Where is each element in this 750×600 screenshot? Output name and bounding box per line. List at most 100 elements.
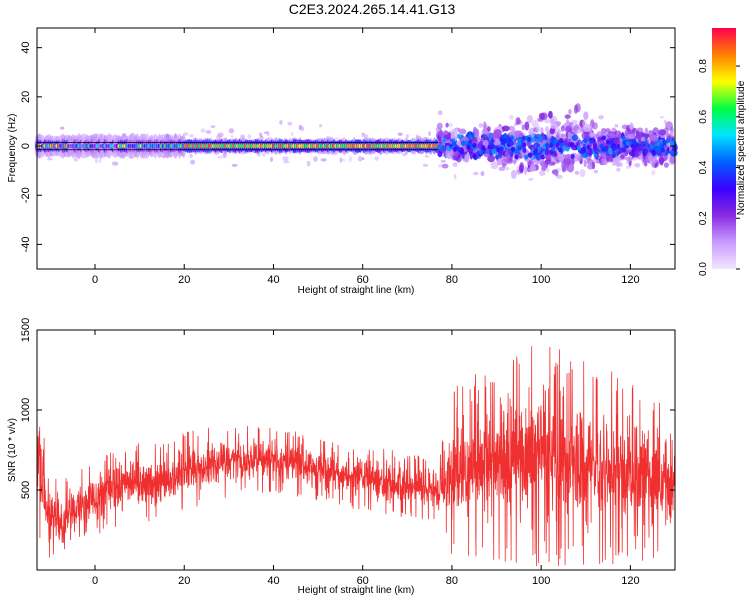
- heatmap-noise-peak: [496, 147, 501, 153]
- heatmap-noise-blob: [574, 170, 580, 175]
- heatmap-noise-peak: [457, 133, 462, 139]
- heatmap-noise-blob: [536, 125, 541, 132]
- heatmap-noise-peak: [522, 142, 527, 148]
- heatmap-noise-peak: [500, 138, 505, 144]
- heatmap-noise-blob: [544, 119, 551, 124]
- heatmap-noise-blob: [554, 172, 559, 177]
- heatmap-noise-peak: [436, 144, 441, 150]
- heatmap-noise-peak: [490, 144, 495, 150]
- heatmap-speckle: [422, 163, 429, 167]
- heatmap-noise-blob: [576, 153, 583, 162]
- heatmap-noise-peak: [491, 149, 496, 155]
- heatmap-speckle: [361, 133, 367, 138]
- heatmap-noise-blob: [635, 130, 640, 139]
- heatmap-noise-blob: [573, 104, 578, 115]
- heatmap-noise-blob: [512, 159, 517, 165]
- heatmap-noise-blob: [590, 138, 595, 143]
- heatmap-noise-blob: [617, 162, 623, 167]
- heatmap-speckle: [424, 155, 430, 158]
- heatmap-noise-blob: [443, 130, 449, 136]
- heatmap-noise-peak: [655, 146, 660, 152]
- heatmap-speckle: [98, 158, 102, 164]
- heatmap-noise-blob: [458, 128, 467, 135]
- heatmap-noise-peak: [570, 142, 575, 148]
- heatmap-noise-blob: [589, 132, 595, 138]
- spectrogram-x-tick-label: 20: [178, 274, 190, 286]
- heatmap-noise-blob: [500, 158, 509, 167]
- heatmap-noise-blob: [581, 152, 588, 159]
- heatmap-noise-blob: [611, 127, 616, 133]
- heatmap-noise-peak: [616, 144, 621, 150]
- heatmap-noise-blob: [441, 163, 449, 169]
- heatmap-noise-blob: [454, 128, 458, 138]
- heatmap-noise-blob: [600, 151, 607, 159]
- snr-series-line: [37, 346, 675, 567]
- heatmap-speckle: [283, 160, 290, 164]
- heatmap-noise-peak: [605, 139, 610, 145]
- heatmap-noise-blob: [490, 132, 499, 139]
- snr-x-tick-label: 80: [446, 575, 458, 587]
- heatmap-noise-peak: [576, 145, 581, 151]
- heatmap-speckle: [313, 156, 318, 162]
- heatmap-noise-blob: [438, 129, 444, 138]
- heatmap-speckle: [46, 157, 54, 161]
- heatmap-noise-peak: [621, 136, 626, 142]
- heatmap-speckle: [397, 132, 403, 136]
- heatmap-noise-blob: [487, 126, 491, 132]
- heatmap-speckle: [282, 156, 289, 161]
- heatmap-speckle: [348, 156, 353, 163]
- heatmap-noise-blob: [626, 156, 633, 162]
- heatmap-noise-blob: [539, 160, 546, 167]
- heatmap-noise-peak: [461, 140, 466, 146]
- heatmap-noise-blob: [560, 125, 565, 132]
- heatmap-noise-blob: [658, 129, 667, 136]
- heatmap-speckle: [528, 177, 534, 182]
- heatmap-speckle: [60, 126, 65, 130]
- heatmap-speckle: [651, 169, 656, 176]
- heatmap-speckle: [614, 124, 619, 128]
- spectrogram-y-tick-label: 40: [20, 42, 32, 54]
- heatmap-noise-blob: [663, 153, 668, 162]
- heatmap-noise-peak: [499, 146, 504, 152]
- heatmap-noise-blob: [627, 133, 636, 140]
- heatmap-noise-peak: [601, 135, 606, 141]
- heatmap-noise-blob: [582, 118, 587, 129]
- heatmap-noise-blob: [554, 120, 562, 126]
- heatmap-noise-peak: [665, 138, 670, 144]
- heatmap-speckle: [598, 115, 604, 120]
- heatmap-noise-peak: [503, 133, 508, 139]
- spectrogram-reference-lines: [37, 141, 439, 151]
- heatmap-noise-peak: [468, 134, 473, 140]
- heatmap-noise-peak: [540, 154, 545, 160]
- heatmap-noise-blob: [628, 151, 636, 157]
- heatmap-speckle: [190, 159, 196, 165]
- spectrogram-x-tick-label: 120: [621, 274, 639, 286]
- heatmap-speckle: [509, 114, 514, 120]
- heatmap-noise-blob: [508, 125, 515, 132]
- heatmap-noise-blob: [445, 148, 454, 157]
- heatmap-noise-blob: [605, 153, 614, 163]
- heatmap-noise-blob: [493, 140, 501, 146]
- heatmap-speckle: [453, 173, 457, 180]
- heatmap-speckle: [438, 164, 442, 168]
- spectrogram-frame: [36, 27, 676, 270]
- heatmap-noise-peak: [524, 154, 529, 160]
- heatmap-noise-blob: [629, 122, 634, 130]
- heatmap-noise-blob: [545, 167, 550, 173]
- heatmap-noise-peak: [653, 142, 658, 148]
- heatmap-noise-blob: [436, 122, 443, 130]
- heatmap-speckle: [593, 169, 599, 174]
- heatmap-noise-blob: [550, 161, 556, 166]
- colorbar-label: Normalized spectral amplitude: [736, 80, 747, 215]
- snr-x-tick-label: 100: [532, 575, 550, 587]
- heatmap-noise-blob: [634, 162, 641, 168]
- snr-y-tick-label: 1500: [20, 318, 32, 342]
- spectrogram-y-ticks: -40 -20 0 20 40: [20, 42, 675, 252]
- heatmap-noise-blob: [600, 130, 607, 135]
- heatmap-speckle: [228, 128, 235, 134]
- heatmap-speckle: [217, 132, 224, 138]
- heatmap-speckle: [473, 171, 479, 176]
- heatmap-speckle: [290, 131, 294, 137]
- heatmap-noise-peak: [537, 146, 542, 152]
